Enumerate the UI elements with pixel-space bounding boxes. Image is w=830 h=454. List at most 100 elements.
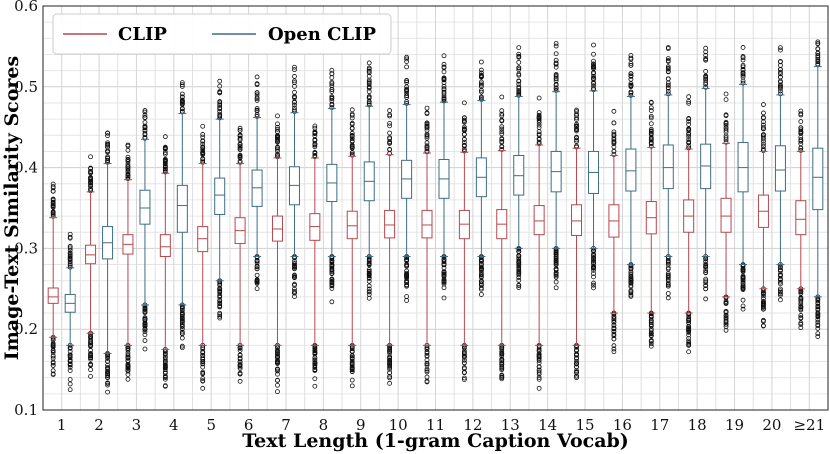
outlier-point [387,123,393,129]
outlier-point [574,121,579,127]
outlier-point [292,83,297,89]
outlier-point [478,81,484,87]
outlier-point [686,326,692,332]
outlier-point [665,272,671,278]
box-group [288,64,300,299]
outlier-point [312,130,318,136]
outlier-point [591,51,596,57]
x-tick-label: 20 [762,416,781,434]
outlier-point [611,346,617,352]
outlier-point [628,62,634,68]
outlier-point [499,113,505,119]
outlier-point [740,268,746,274]
outlier-point [275,371,280,377]
outlier-point [387,366,393,372]
outlier-point [349,107,355,113]
outlier-point [237,352,243,358]
outlier-point [424,123,430,129]
outlier-point [798,320,804,326]
box-iqr [176,184,188,233]
outlier-point [387,380,393,386]
x-tick-label: 18 [688,416,707,434]
outlier-point [665,45,671,50]
outlier-point [162,367,168,373]
outlier-point [105,142,110,148]
outlier-point [275,151,280,157]
outlier-point [125,364,131,369]
outlier-point [611,319,617,325]
outlier-point [461,365,467,370]
outlier-point [761,143,766,149]
outlier-point [50,347,56,353]
outlier-point [591,271,596,277]
outlier-point [665,280,671,286]
outlier-point [349,130,355,136]
outlier-point [553,51,559,57]
outlier-point [553,85,559,91]
outlier-point [424,374,430,380]
outlier-point [312,355,318,361]
outlier-point [591,280,596,286]
outlier-point [349,143,355,149]
outlier-point [217,288,223,294]
outlier-point [366,259,372,265]
outlier-point [516,277,522,283]
outlier-point [591,263,596,269]
outlier-point [723,315,729,320]
outlier-point [387,374,393,379]
outlier-point [200,138,206,144]
outlier-point [478,94,484,100]
outlier-point [105,364,110,370]
outlier-point [761,306,766,312]
outlier-point [686,134,692,139]
outlier-point [815,323,821,329]
outlier-point [628,55,634,61]
outlier-point [574,361,579,367]
box-group [757,102,769,329]
y-axis-label: Image-Text Similarity Scores [1,56,23,360]
outlier-point [478,273,484,279]
box-group [438,53,450,301]
outlier-point [179,313,185,319]
outlier-point [628,74,634,79]
box-group [197,123,209,391]
outlier-point [275,366,280,372]
box-group [588,42,600,291]
box-iqr [533,205,545,236]
outlier-point [665,295,671,301]
outlier-point [499,356,505,362]
outlier-point [88,362,93,367]
outlier-point [478,59,484,65]
outlier-point [275,124,280,130]
outlier-point [217,111,223,117]
outlier-point [50,353,56,359]
outlier-point [686,100,692,106]
outlier-point [723,125,729,131]
outlier-point [591,64,596,70]
box-iqr [421,209,433,239]
outlier-point [815,61,821,67]
outlier-point [125,171,131,177]
outlier-point [798,307,804,313]
outlier-point [516,253,522,259]
outlier-point [536,353,542,359]
outlier-point [740,45,746,50]
outlier-point [424,146,430,152]
outlier-point [591,61,596,67]
outlier-point [798,119,804,124]
outlier-point [142,310,148,316]
outlier-point [648,328,654,334]
outlier-point [237,362,243,368]
outlier-point [461,143,467,149]
y-tick-label: 0.6 [14,0,38,15]
outlier-point [275,368,280,374]
outlier-point [217,105,223,110]
box-iqr [720,197,732,233]
outlier-point [88,354,93,360]
outlier-point [686,137,692,142]
outlier-point [179,345,185,351]
x-tick-label: 6 [244,416,254,434]
outlier-point [105,356,110,361]
outlier-point [553,78,559,84]
outlier-point [648,113,654,119]
